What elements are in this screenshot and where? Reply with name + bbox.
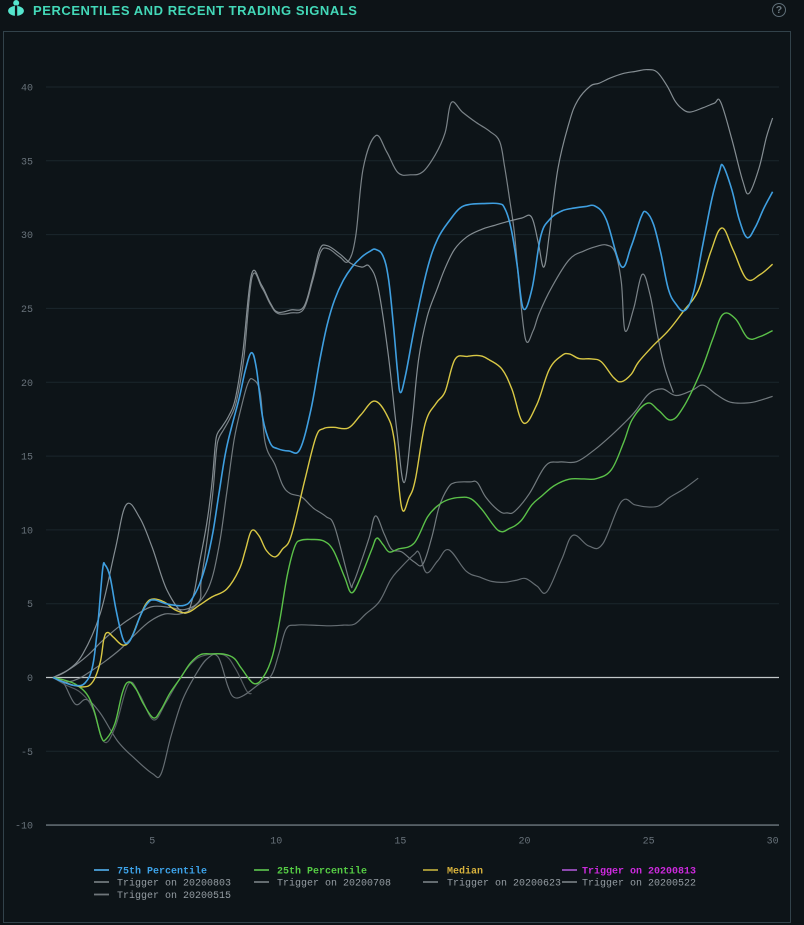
svg-text:10: 10 [270, 837, 282, 848]
svg-text:30: 30 [21, 231, 33, 242]
svg-text:0: 0 [27, 674, 33, 685]
svg-text:25: 25 [21, 305, 33, 316]
svg-text:Trigger on 20200803: Trigger on 20200803 [117, 878, 231, 890]
svg-text:Trigger on 20200515: Trigger on 20200515 [117, 890, 231, 902]
svg-text:Median: Median [447, 866, 483, 878]
svg-text:Trigger on 20200522: Trigger on 20200522 [582, 878, 696, 890]
svg-text:40: 40 [21, 84, 33, 95]
svg-text:10: 10 [21, 526, 33, 537]
svg-text:35: 35 [21, 157, 33, 168]
svg-text:20: 20 [21, 379, 33, 390]
svg-text:20: 20 [518, 837, 530, 848]
svg-text:25th Percentile: 25th Percentile [277, 866, 367, 878]
svg-text:15: 15 [394, 837, 406, 848]
svg-text:-10: -10 [15, 822, 33, 833]
svg-text:75th Percentile: 75th Percentile [117, 866, 207, 878]
svg-text:15: 15 [21, 453, 33, 464]
svg-text:-5: -5 [21, 748, 33, 759]
svg-text:Trigger on 20200813: Trigger on 20200813 [582, 866, 696, 878]
svg-text:Trigger on 20200708: Trigger on 20200708 [277, 878, 391, 890]
svg-text:30: 30 [767, 837, 779, 848]
svg-text:5: 5 [27, 600, 33, 611]
svg-text:5: 5 [149, 837, 155, 848]
svg-text:Trigger on 20200623: Trigger on 20200623 [447, 878, 561, 890]
svg-text:25: 25 [643, 837, 655, 848]
